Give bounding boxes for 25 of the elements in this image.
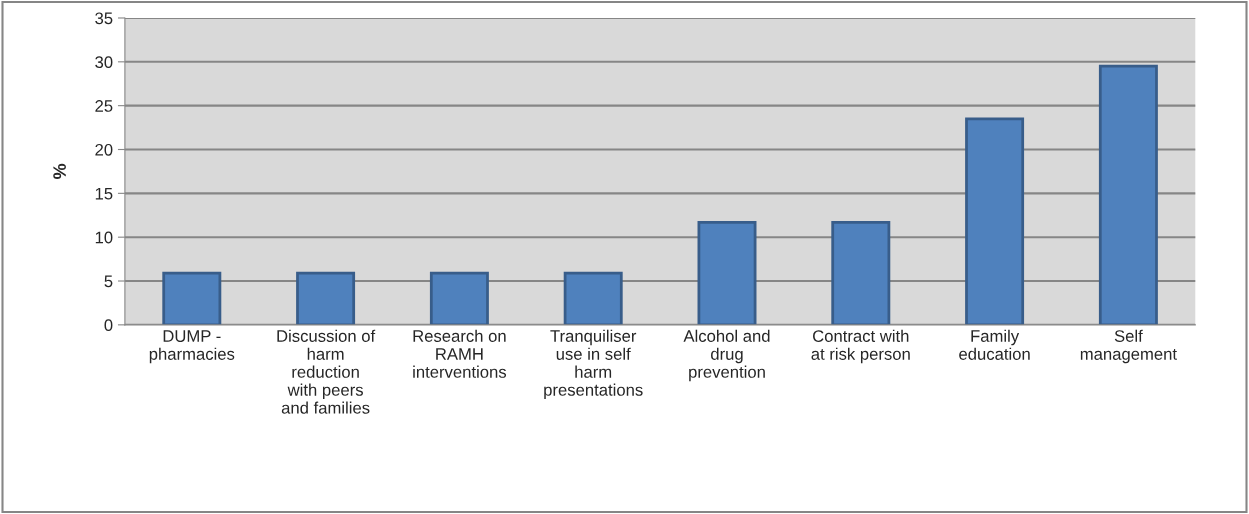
bar: [697, 220, 757, 325]
bar: [1098, 64, 1158, 325]
x-tick-label: Discussion of harm reduction with peers and families: [277, 329, 376, 414]
y-axis-title: %: [53, 163, 66, 179]
bar: [429, 271, 489, 325]
x-tick-label: DUMP - pharmacies: [149, 330, 235, 364]
y-tick-label: 15: [95, 187, 113, 200]
bar: [563, 271, 623, 325]
y-tick-label: 20: [95, 143, 113, 156]
y-tick-label: 35: [95, 12, 113, 25]
x-tick-label: Tranquiliser use in self harm presentations: [544, 329, 643, 400]
bar: [965, 117, 1025, 325]
x-tick-label: Contract with at risk person: [811, 329, 910, 364]
bar: [831, 220, 891, 325]
bar: [296, 271, 356, 325]
y-tick-label: 25: [95, 100, 113, 112]
y-tick-label: 0: [104, 319, 113, 332]
x-tick-label: Alcohol and drug prevention: [683, 329, 770, 382]
y-tick-label: 30: [95, 56, 113, 69]
y-tick-label: 5: [104, 275, 113, 288]
x-tick-label: Self management: [1080, 329, 1177, 364]
y-tick-label: 10: [95, 231, 113, 244]
x-tick-label: Family education: [959, 329, 1030, 360]
bar: [162, 271, 222, 325]
x-tick-label: Research on RAMH interventions: [413, 329, 507, 378]
